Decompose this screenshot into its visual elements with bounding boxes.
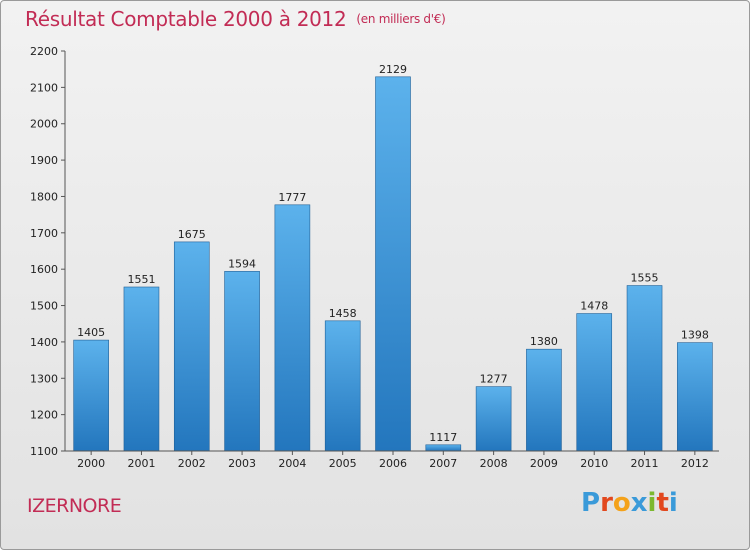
y-tick-label: 1500 xyxy=(30,300,58,313)
bar-value-label: 1405 xyxy=(77,326,105,339)
bar-value-label: 2129 xyxy=(379,63,407,76)
logo-letter: i xyxy=(647,488,657,518)
bar xyxy=(576,313,613,452)
bar xyxy=(73,339,109,452)
logo-letter: o xyxy=(612,488,631,518)
y-tick-label: 1400 xyxy=(30,336,58,349)
x-tick-label: 2008 xyxy=(480,457,508,470)
logo-letter: r xyxy=(600,488,613,518)
bar-value-label: 1458 xyxy=(329,307,357,320)
x-tick-label: 2002 xyxy=(178,457,206,470)
x-tick-label: 2012 xyxy=(681,457,709,470)
logo-letter: P xyxy=(581,488,601,518)
y-tick-label: 1300 xyxy=(30,372,58,385)
x-tick-label: 2001 xyxy=(127,457,155,470)
y-tick-label: 1900 xyxy=(30,154,58,167)
x-tick-label: 2007 xyxy=(429,457,457,470)
bar-value-label: 1551 xyxy=(127,273,155,286)
bar-value-label: 1478 xyxy=(580,300,608,313)
bar xyxy=(425,444,462,452)
bar xyxy=(626,285,663,452)
logo-letter: t xyxy=(656,488,669,518)
y-tick-label: 1200 xyxy=(30,409,58,422)
x-tick-label: 2009 xyxy=(530,457,558,470)
y-tick-label: 1800 xyxy=(30,190,58,203)
bar-value-label: 1555 xyxy=(631,272,659,285)
bar-value-label: 1380 xyxy=(530,335,558,348)
bar xyxy=(475,386,512,452)
proxiti-logo: Proxiti xyxy=(581,488,678,518)
bars-group: 1405 1551 1675 1594 1777 1458 2129 1117 1277 1380… xyxy=(73,63,713,452)
x-tick-label: 2006 xyxy=(379,457,407,470)
logo-letter: x xyxy=(630,488,648,518)
chart-title: Résultat Comptable 2000 à 2012 (en millie… xyxy=(25,7,446,31)
y-tick-label: 2000 xyxy=(30,118,58,131)
x-tick-label: 2004 xyxy=(278,457,306,470)
x-tick-label: 2011 xyxy=(631,457,659,470)
bar-value-label: 1117 xyxy=(429,431,457,444)
y-tick-label: 2100 xyxy=(30,81,58,94)
x-tick-label: 2010 xyxy=(580,457,608,470)
bar-value-label: 1777 xyxy=(278,191,306,204)
bar-value-label: 1594 xyxy=(228,257,256,270)
bar xyxy=(173,241,210,452)
commune-name: IZERNORE xyxy=(27,495,122,517)
y-tick-label: 1700 xyxy=(30,227,58,240)
bar xyxy=(274,204,311,452)
bar xyxy=(324,320,361,452)
title-text: Résultat Comptable 2000 à 2012 xyxy=(25,7,347,31)
chart-subtitle: (en milliers d'€) xyxy=(356,12,446,26)
y-tick-label: 1100 xyxy=(30,445,58,458)
bar xyxy=(123,286,160,452)
y-tick-label: 2200 xyxy=(30,45,58,58)
bar-value-label: 1675 xyxy=(178,228,206,241)
bar xyxy=(526,348,562,452)
bar-value-label: 1398 xyxy=(681,329,709,342)
bar xyxy=(224,271,260,452)
bar-value-label: 1277 xyxy=(480,373,508,386)
x-tick-label: 2003 xyxy=(228,457,256,470)
bar xyxy=(677,342,713,452)
bar xyxy=(375,76,411,452)
logo-letter: i xyxy=(668,488,678,518)
x-tick-label: 2000 xyxy=(77,457,105,470)
y-tick-label: 1600 xyxy=(30,263,58,276)
x-tick-label: 2005 xyxy=(329,457,357,470)
axes-group: 1100 1200 1300 1400 1500 1600 1700 1800 1900 2000… xyxy=(30,45,719,470)
